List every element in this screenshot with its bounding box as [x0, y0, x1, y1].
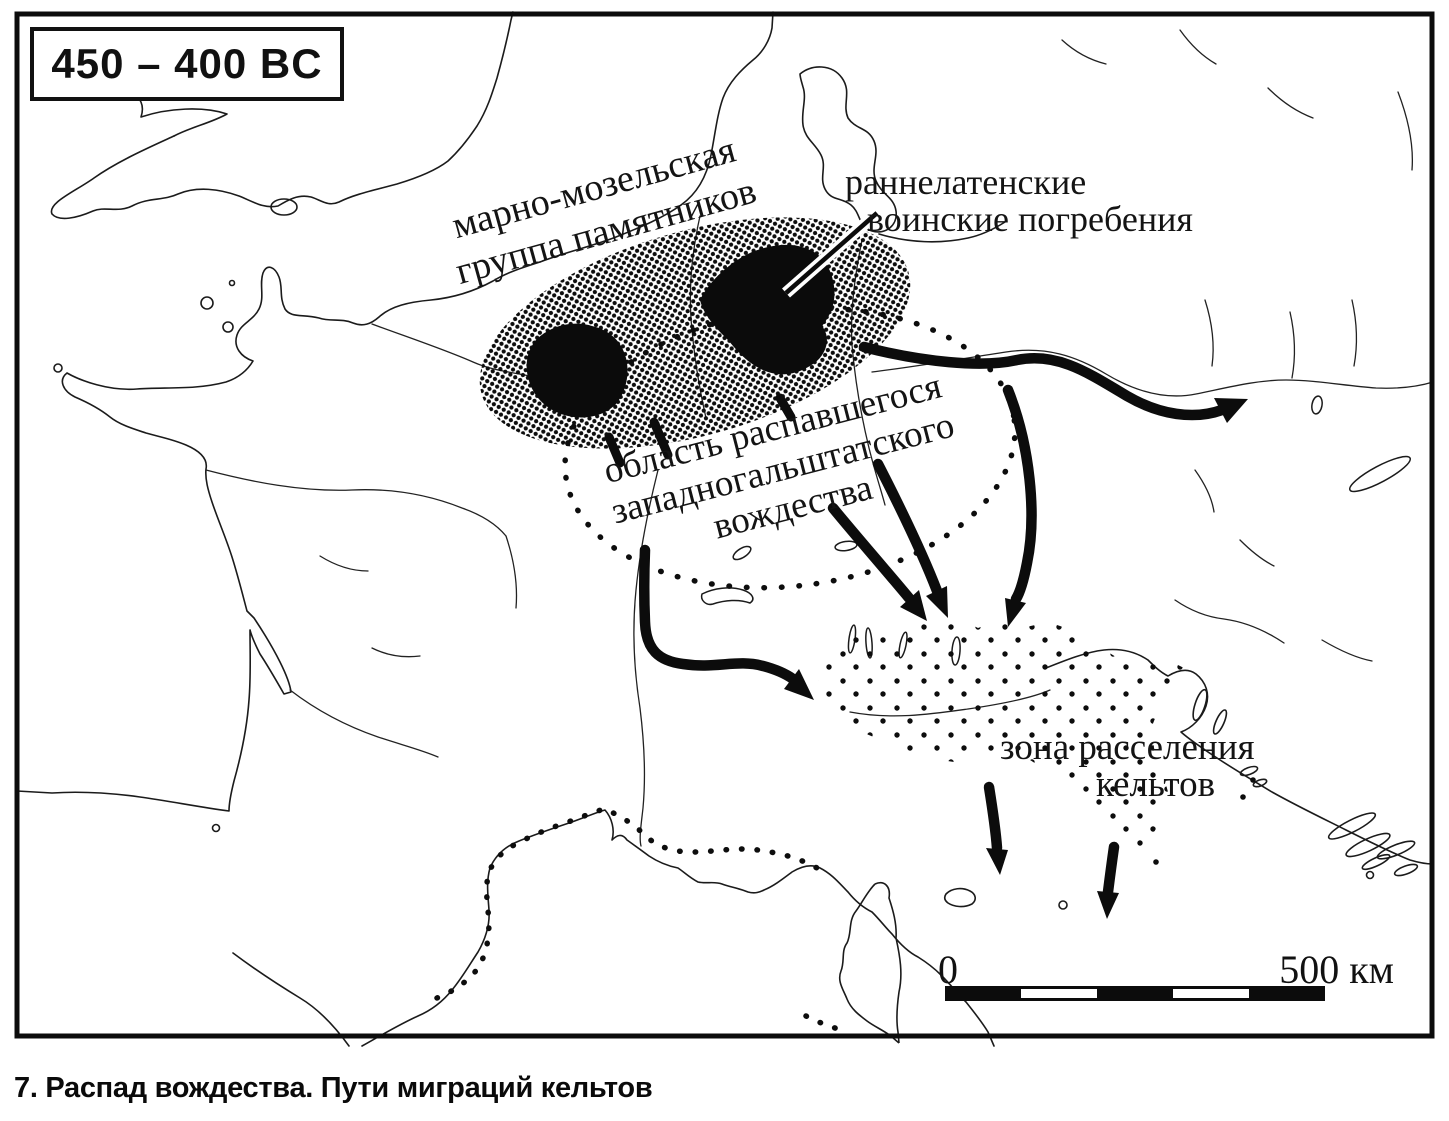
- burial-label-leader-line: [782, 208, 881, 298]
- scale-bar: [945, 986, 1325, 1001]
- label-celts-line1: зона расселения: [1000, 727, 1255, 768]
- date-range-box: 450 – 400 BC: [30, 27, 344, 101]
- map-frame: [14, 11, 1435, 1039]
- migration-arrow-east: [858, 341, 1248, 423]
- italy-south-arrow-1: [983, 781, 1008, 875]
- migration-arrow-southeast-2: [872, 458, 948, 618]
- label-celtic-settlement-zone: зона расселения кельтов: [1000, 729, 1290, 803]
- celtic-boundary-dotted-line: [434, 806, 845, 1033]
- italy-south-arrow-2: [1097, 841, 1120, 919]
- scale-zero-label: 0: [938, 947, 958, 992]
- celtic-settlement-stipple-zone: [818, 618, 1256, 865]
- outflow-dashes: [604, 393, 796, 468]
- label-latene-line2: воинские погребения: [867, 198, 1193, 239]
- figure-caption: 7. Распад вождества. Пути миграций кельт…: [14, 1072, 653, 1104]
- date-range-label: 450 – 400 BC: [51, 40, 323, 87]
- islands: [53, 279, 1419, 1044]
- migration-arrow-southeast-1: [827, 502, 927, 621]
- scale-max-label: 500 км: [1279, 947, 1394, 992]
- label-early-latene-burials: раннелатенские воинские погребения: [845, 164, 1193, 237]
- migration-arrow-southeast-3: [1002, 384, 1037, 627]
- migration-arrow-southwest: [639, 544, 814, 700]
- burial-blob-west: [526, 323, 628, 418]
- label-latene-line1: раннелатенские: [845, 162, 1087, 202]
- label-celts-line2: кельтов: [1096, 764, 1216, 805]
- coastlines: [16, 11, 1434, 1047]
